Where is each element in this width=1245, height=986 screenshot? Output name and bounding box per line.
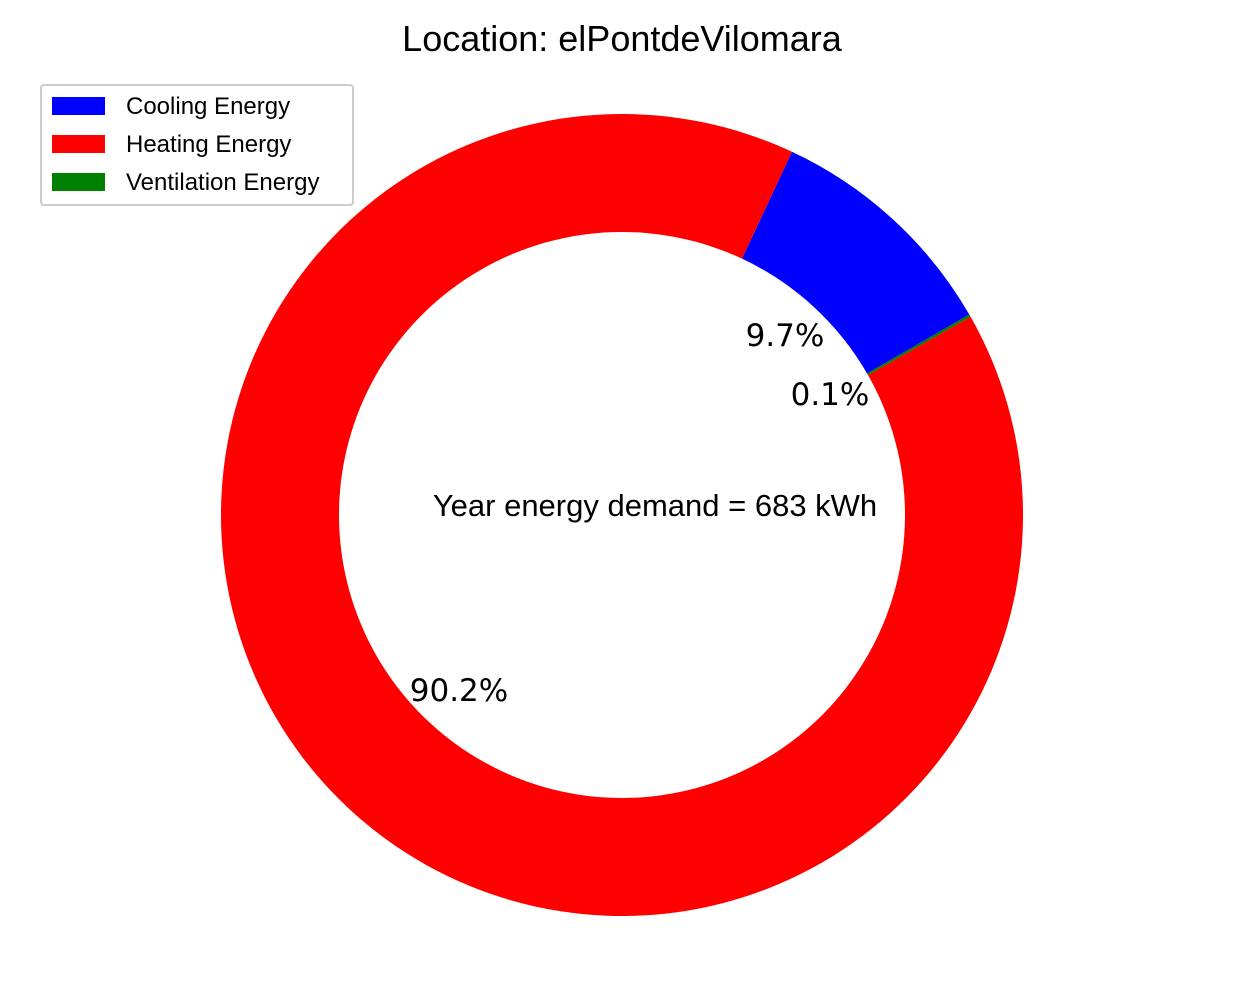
legend-label-heating-energy: Heating Energy	[126, 131, 291, 158]
legend-swatch-cooling-energy	[52, 97, 105, 115]
percent-label-heating-energy: 90.2%	[410, 673, 508, 709]
legend-label-ventilation-energy: Ventilation Energy	[126, 169, 319, 196]
center-text: Year energy demand = 683 kWh	[433, 488, 877, 523]
percent-labels: 9.7% 90.2% 0.1%	[410, 318, 870, 709]
legend-swatch-heating-energy	[52, 135, 105, 153]
legend-swatch-ventilation-energy	[52, 173, 105, 191]
legend: Cooling Energy Heating Energy Ventilation …	[40, 84, 354, 206]
percent-label-ventilation-energy: 0.1%	[791, 377, 870, 413]
legend-frame	[40, 84, 354, 206]
percent-label-cooling-energy: 9.7%	[746, 318, 825, 354]
donut-slices	[220, 114, 1023, 916]
slice-heating-energy	[220, 114, 1023, 916]
slice-ventilation-energy	[867, 314, 971, 376]
slice-cooling-energy	[741, 151, 970, 374]
legend-label-cooling-energy: Cooling Energy	[126, 93, 290, 120]
chart-title: Location: elPontdeVilomara	[402, 18, 843, 59]
